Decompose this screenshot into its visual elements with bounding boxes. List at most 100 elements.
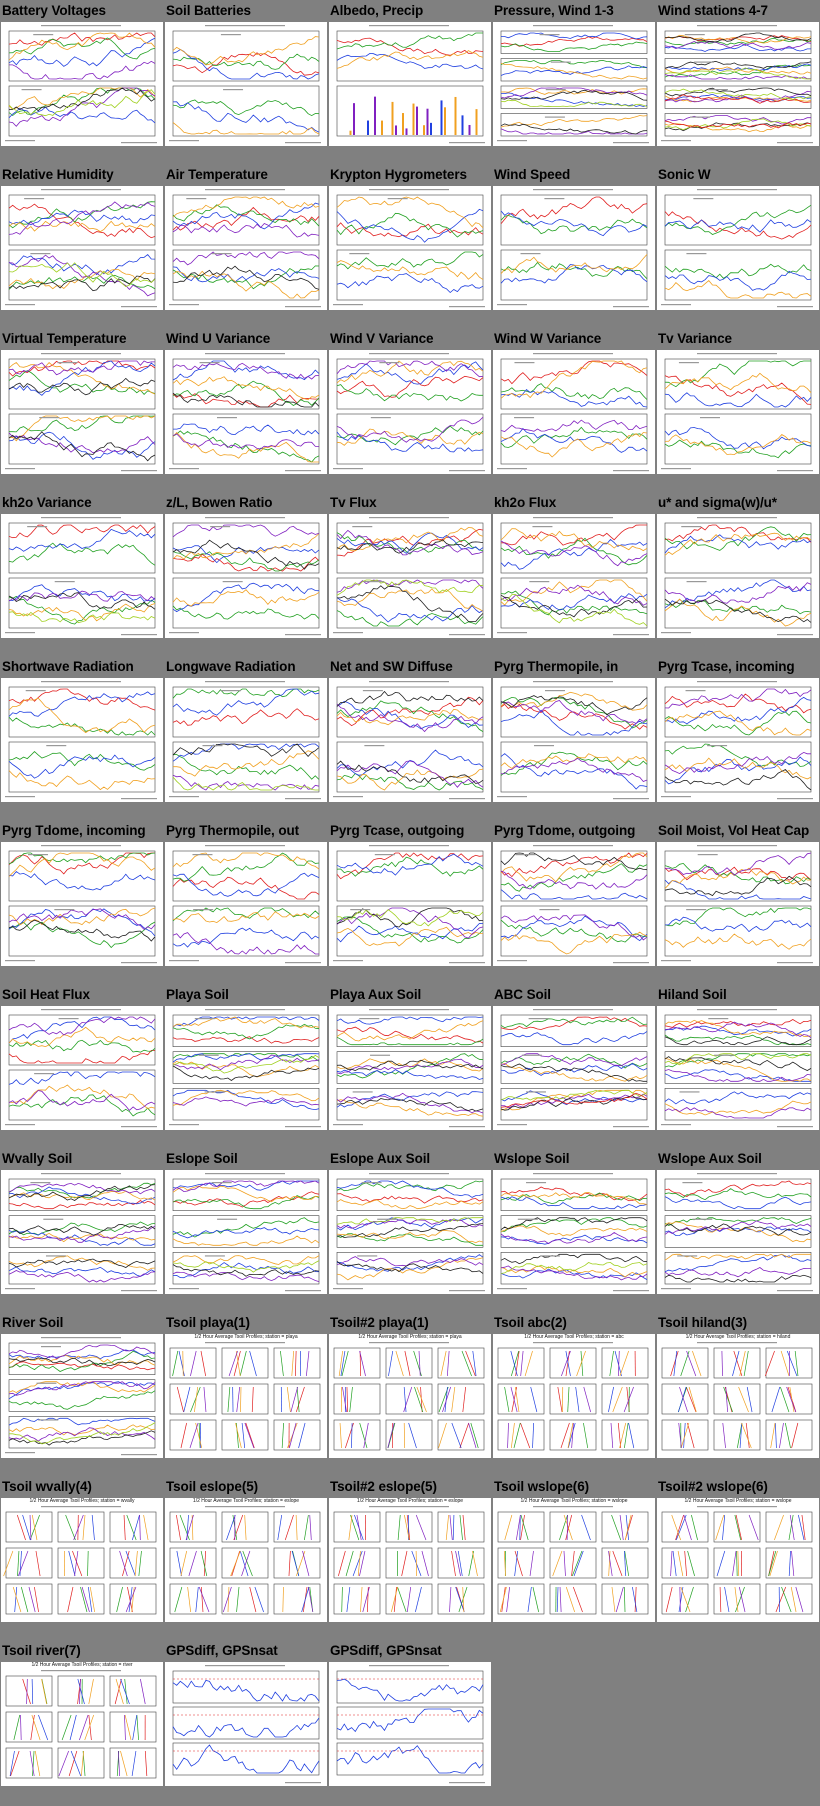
plot-thumbnail-link[interactable] — [657, 678, 819, 802]
plot-title[interactable]: Pyrg Tcase, incoming — [658, 658, 820, 676]
plot-thumbnail-link[interactable] — [329, 678, 491, 802]
plot-thumbnail-link[interactable] — [165, 350, 327, 474]
plot-thumbnail-link[interactable]: 1/2 Hour Average Tsoil Profiles; station… — [165, 1498, 327, 1622]
plot-thumbnail-link[interactable] — [329, 350, 491, 474]
plot-thumbnail-link[interactable] — [165, 1170, 327, 1294]
plot-thumbnail-link[interactable] — [165, 1006, 327, 1130]
plot-thumbnail-link[interactable]: 1/2 Hour Average Tsoil Profiles; station… — [1, 1662, 163, 1786]
plot-title[interactable]: Wind W Variance — [494, 330, 657, 348]
plot-thumbnail-link[interactable]: 1/2 Hour Average Tsoil Profiles; station… — [329, 1498, 491, 1622]
plot-title[interactable]: Tv Variance — [658, 330, 820, 348]
plot-thumbnail-link[interactable] — [1, 1006, 163, 1130]
plot-title[interactable]: Tsoil river(7) — [2, 1642, 165, 1660]
plot-thumbnail-link[interactable] — [657, 1006, 819, 1130]
plot-title[interactable]: Sonic W — [658, 166, 820, 184]
plot-thumbnail-link[interactable]: 1/2 Hour Average Tsoil Profiles; station… — [657, 1334, 819, 1458]
plot-thumbnail-link[interactable] — [1, 842, 163, 966]
plot-title[interactable]: Wvally Soil — [2, 1150, 165, 1168]
plot-thumbnail-link[interactable] — [493, 22, 655, 146]
plot-title[interactable]: Relative Humidity — [2, 166, 165, 184]
plot-thumbnail-link[interactable] — [1, 1334, 163, 1458]
plot-title[interactable]: Pyrg Thermopile, in — [494, 658, 657, 676]
plot-thumbnail-link[interactable] — [657, 514, 819, 638]
plot-title[interactable]: Wind U Variance — [166, 330, 329, 348]
plot-title[interactable]: Pyrg Thermopile, out — [166, 822, 329, 840]
plot-thumbnail-link[interactable] — [329, 842, 491, 966]
plot-title[interactable]: kh2o Flux — [494, 494, 657, 512]
plot-title[interactable]: Longwave Radiation — [166, 658, 329, 676]
plot-title[interactable]: Tsoil abc(2) — [494, 1314, 657, 1332]
plot-thumbnail-link[interactable] — [493, 186, 655, 310]
plot-title[interactable]: Tsoil#2 wslope(6) — [658, 1478, 820, 1496]
plot-title[interactable]: Playa Aux Soil — [330, 986, 493, 1004]
plot-title[interactable]: Krypton Hygrometers — [330, 166, 493, 184]
plot-title[interactable]: Soil Batteries — [166, 2, 329, 20]
plot-title[interactable]: Tsoil wslope(6) — [494, 1478, 657, 1496]
plot-title[interactable]: Eslope Aux Soil — [330, 1150, 493, 1168]
plot-title[interactable]: Tv Flux — [330, 494, 493, 512]
plot-thumbnail-link[interactable] — [657, 842, 819, 966]
plot-title[interactable]: Wind stations 4-7 — [658, 2, 820, 20]
plot-thumbnail-link[interactable]: 1/2 Hour Average Tsoil Profiles; station… — [1, 1498, 163, 1622]
plot-thumbnail-link[interactable]: 1/2 Hour Average Tsoil Profiles; station… — [657, 1498, 819, 1622]
plot-title[interactable]: Battery Voltages — [2, 2, 165, 20]
plot-title[interactable]: River Soil — [2, 1314, 165, 1332]
plot-thumbnail-link[interactable] — [165, 1662, 327, 1786]
plot-thumbnail-link[interactable] — [165, 842, 327, 966]
plot-title[interactable]: Playa Soil — [166, 986, 329, 1004]
plot-thumbnail-link[interactable] — [493, 678, 655, 802]
plot-title[interactable]: Tsoil eslope(5) — [166, 1478, 329, 1496]
plot-thumbnail-link[interactable] — [329, 186, 491, 310]
plot-thumbnail-link[interactable] — [165, 678, 327, 802]
plot-thumbnail-link[interactable]: 1/2 Hour Average Tsoil Profiles; station… — [329, 1334, 491, 1458]
plot-thumbnail-link[interactable] — [329, 22, 491, 146]
plot-thumbnail-link[interactable] — [1, 514, 163, 638]
plot-title[interactable]: z/L, Bowen Ratio — [166, 494, 329, 512]
plot-thumbnail-link[interactable] — [1, 22, 163, 146]
plot-thumbnail-link[interactable] — [657, 350, 819, 474]
plot-thumbnail-link[interactable]: 1/2 Hour Average Tsoil Profiles; station… — [493, 1498, 655, 1622]
plot-title[interactable]: Wslope Soil — [494, 1150, 657, 1168]
plot-thumbnail-link[interactable] — [493, 514, 655, 638]
plot-thumbnail-link[interactable] — [1, 678, 163, 802]
plot-title[interactable]: Pressure, Wind 1-3 — [494, 2, 657, 20]
plot-title[interactable]: Tsoil playa(1) — [166, 1314, 329, 1332]
plot-thumbnail-link[interactable] — [329, 1170, 491, 1294]
plot-thumbnail-link[interactable] — [165, 514, 327, 638]
plot-title[interactable]: Wslope Aux Soil — [658, 1150, 820, 1168]
plot-thumbnail-link[interactable] — [657, 22, 819, 146]
plot-title[interactable]: GPSdiff, GPSnsat — [330, 1642, 493, 1660]
plot-title[interactable]: ABC Soil — [494, 986, 657, 1004]
plot-title[interactable]: Pyrg Tdome, outgoing — [494, 822, 657, 840]
plot-title[interactable]: u* and sigma(w)/u* — [658, 494, 820, 512]
plot-title[interactable]: Net and SW Diffuse — [330, 658, 493, 676]
plot-thumbnail-link[interactable]: 1/2 Hour Average Tsoil Profiles; station… — [493, 1334, 655, 1458]
plot-title[interactable]: Pyrg Tcase, outgoing — [330, 822, 493, 840]
plot-title[interactable]: Tsoil wvally(4) — [2, 1478, 165, 1496]
plot-title[interactable]: Soil Heat Flux — [2, 986, 165, 1004]
plot-thumbnail-link[interactable] — [657, 186, 819, 310]
plot-title[interactable]: Soil Moist, Vol Heat Cap — [658, 822, 820, 840]
plot-title[interactable]: Shortwave Radiation — [2, 658, 165, 676]
plot-thumbnail-link[interactable] — [329, 514, 491, 638]
plot-thumbnail-link[interactable] — [165, 22, 327, 146]
plot-title[interactable]: Pyrg Tdome, incoming — [2, 822, 165, 840]
plot-thumbnail-link[interactable] — [493, 1170, 655, 1294]
plot-thumbnail-link[interactable] — [493, 842, 655, 966]
plot-title[interactable]: Eslope Soil — [166, 1150, 329, 1168]
plot-title[interactable]: GPSdiff, GPSnsat — [166, 1642, 329, 1660]
plot-title[interactable]: Hiland Soil — [658, 986, 820, 1004]
plot-title[interactable]: Air Temperature — [166, 166, 329, 184]
plot-title[interactable]: Tsoil#2 playa(1) — [330, 1314, 493, 1332]
plot-title[interactable]: Wind V Variance — [330, 330, 493, 348]
plot-thumbnail-link[interactable] — [329, 1006, 491, 1130]
plot-thumbnail-link[interactable] — [493, 350, 655, 474]
plot-thumbnail-link[interactable] — [329, 1662, 491, 1786]
plot-title[interactable]: Virtual Temperature — [2, 330, 165, 348]
plot-thumbnail-link[interactable] — [1, 350, 163, 474]
plot-thumbnail-link[interactable] — [493, 1006, 655, 1130]
plot-title[interactable]: Wind Speed — [494, 166, 657, 184]
plot-thumbnail-link[interactable]: 1/2 Hour Average Tsoil Profiles; station… — [165, 1334, 327, 1458]
plot-title[interactable]: Tsoil#2 eslope(5) — [330, 1478, 493, 1496]
plot-title[interactable]: kh2o Variance — [2, 494, 165, 512]
